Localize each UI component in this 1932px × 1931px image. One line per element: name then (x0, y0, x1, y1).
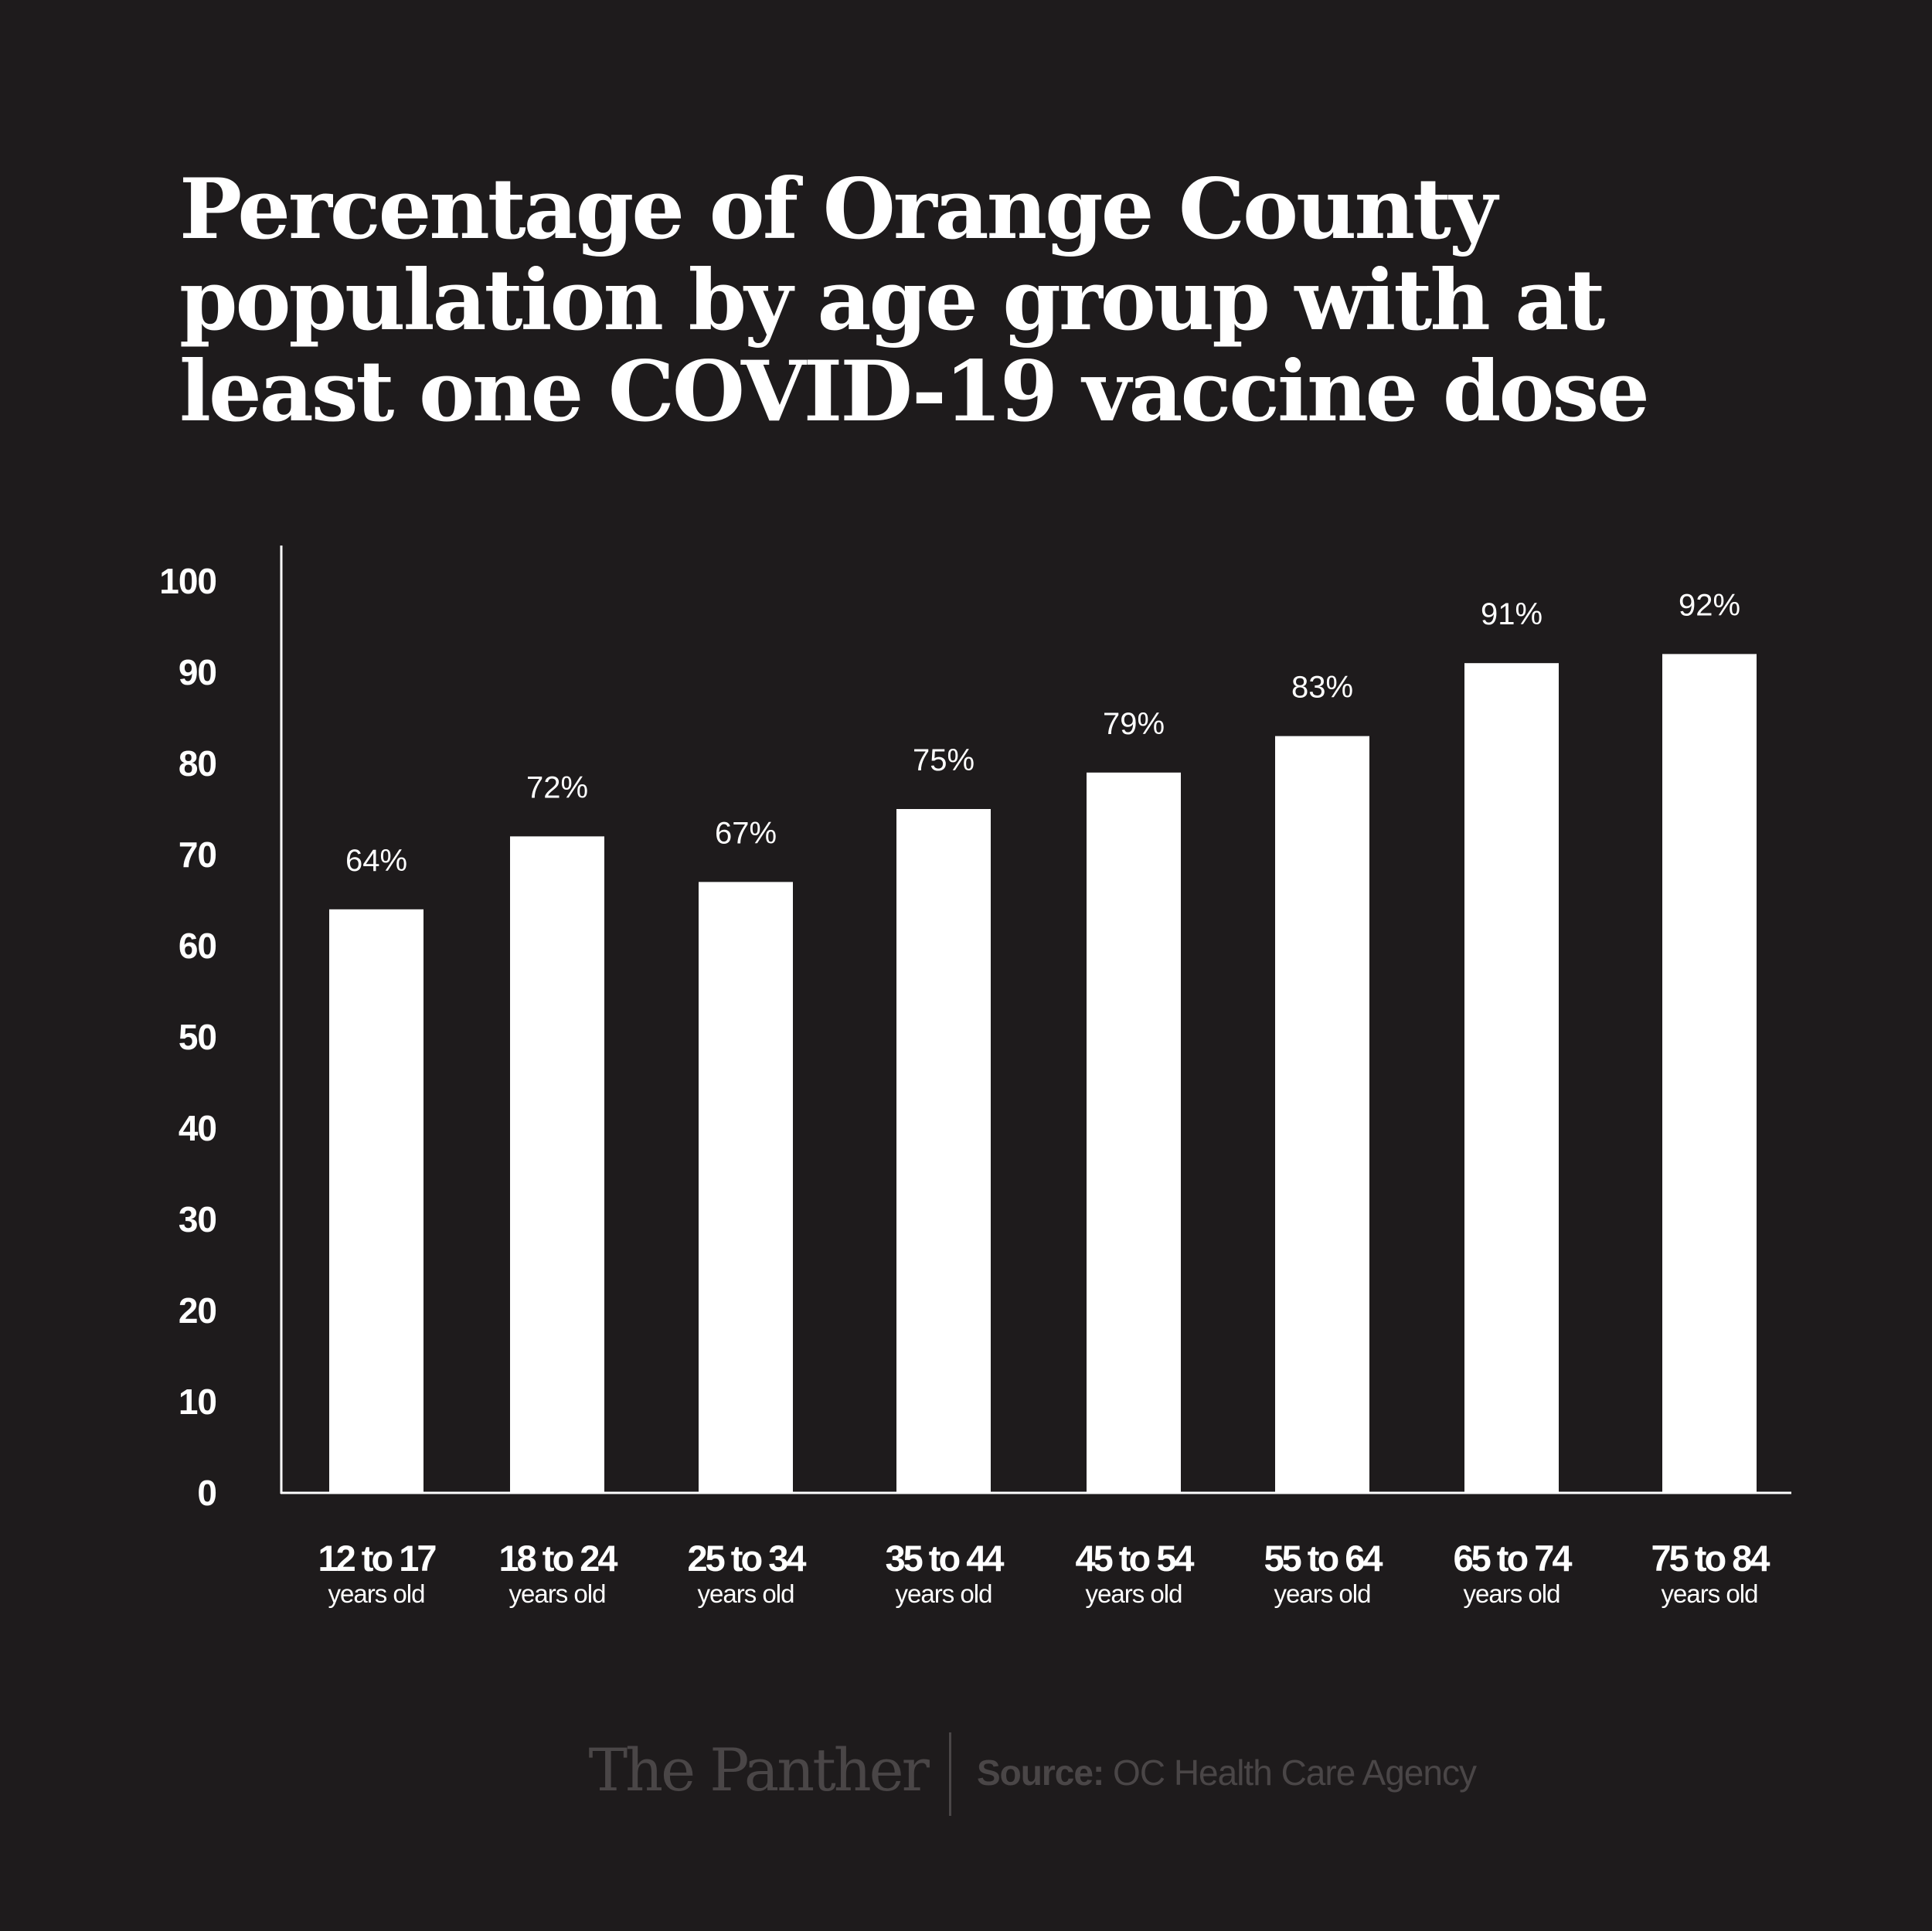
bar (1662, 654, 1757, 1493)
x-category-label: 75 to 84 (1651, 1538, 1770, 1579)
y-tick-label: 30 (179, 1199, 216, 1239)
footer-divider (949, 1732, 951, 1816)
bar (1464, 663, 1559, 1494)
x-category-label: 45 to 54 (1075, 1538, 1194, 1579)
bar-value-label: 72% (526, 770, 588, 804)
bar-value-label: 83% (1291, 671, 1353, 705)
bar-value-label: 67% (715, 816, 777, 850)
y-tick-label: 0 (197, 1473, 216, 1513)
source-label: Source: (977, 1753, 1104, 1793)
x-category-label: 35 to 44 (885, 1538, 1004, 1579)
x-category-sublabel: years old (698, 1579, 794, 1608)
source-text: OC Health Care Agency (1113, 1753, 1477, 1793)
source-credit: Source: OC Health Care Agency (977, 1751, 1477, 1794)
the-panther-logo: The Panther (588, 1736, 930, 1804)
y-tick-label: 10 (179, 1382, 216, 1422)
x-category-label: 25 to 34 (687, 1538, 806, 1579)
x-category-sublabel: years old (1086, 1579, 1182, 1608)
bar-value-label: 79% (1103, 707, 1165, 741)
x-category-label: 12 to 17 (318, 1538, 436, 1579)
x-category-sublabel: years old (328, 1579, 425, 1608)
bar (329, 909, 423, 1493)
bar-value-label: 75% (913, 743, 975, 777)
x-category-sublabel: years old (1662, 1579, 1758, 1608)
y-tick-label: 60 (179, 926, 216, 966)
bar (1275, 736, 1369, 1493)
x-category-label: 55 to 64 (1264, 1538, 1383, 1579)
x-category-label: 65 to 74 (1453, 1538, 1572, 1579)
y-tick-label: 50 (179, 1017, 216, 1057)
bar (896, 809, 991, 1493)
bar-value-label: 64% (345, 844, 407, 878)
y-tick-label: 90 (179, 652, 216, 692)
y-tick-label: 20 (179, 1290, 216, 1331)
bar-value-label: 91% (1481, 597, 1543, 631)
bar (699, 882, 793, 1493)
bar (510, 836, 604, 1493)
x-category-sublabel: years old (1274, 1579, 1371, 1608)
y-tick-label: 80 (179, 743, 216, 784)
y-tick-label: 100 (159, 561, 216, 601)
y-tick-label: 70 (179, 835, 216, 875)
x-category-sublabel: years old (1464, 1579, 1560, 1608)
bar-value-label: 92% (1679, 588, 1740, 622)
x-category-sublabel: years old (896, 1579, 992, 1608)
chart-title: Percentage of Orange County population b… (179, 161, 1650, 440)
x-category-sublabel: years old (509, 1579, 606, 1608)
bar (1087, 772, 1181, 1493)
x-category-label: 18 to 24 (498, 1538, 617, 1579)
y-tick-label: 40 (179, 1108, 216, 1148)
